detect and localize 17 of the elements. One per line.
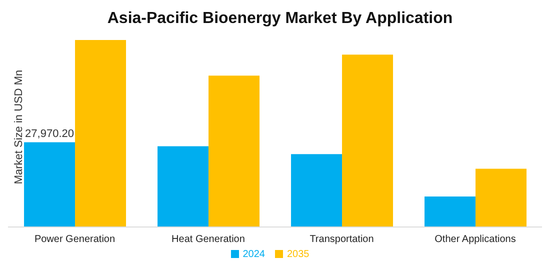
- y-axis-title: Market Size in USD Mn: [13, 70, 25, 184]
- x-tick-label: Other Applications: [434, 234, 516, 246]
- bar: [291, 154, 342, 227]
- bar: [208, 76, 260, 227]
- bar: [476, 168, 527, 227]
- legend-label: 2035: [287, 249, 310, 260]
- bar: [24, 142, 76, 227]
- bar: [75, 40, 126, 227]
- x-tick-label: Heat Generation: [172, 234, 245, 246]
- bar: [158, 146, 209, 227]
- x-tick-label: Transportation: [310, 234, 374, 246]
- chart-title: Asia-Pacific Bioenergy Market By Application: [106, 9, 454, 29]
- x-tick-label: Power Generation: [34, 234, 116, 246]
- bar: [342, 54, 394, 227]
- data-label: 27,970.20: [25, 128, 74, 140]
- legend-label: 2024: [242, 249, 265, 260]
- bar: [424, 196, 476, 227]
